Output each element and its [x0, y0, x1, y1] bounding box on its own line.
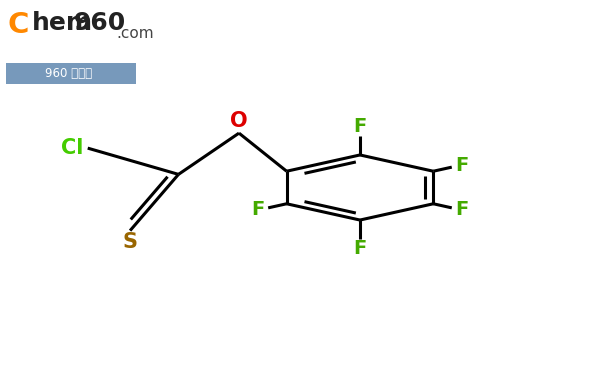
Text: F: F	[353, 117, 367, 136]
Text: F: F	[353, 239, 367, 258]
Text: 960: 960	[74, 11, 126, 35]
Text: Cl: Cl	[60, 138, 83, 158]
Text: F: F	[456, 200, 469, 219]
Text: S: S	[123, 232, 137, 252]
Text: O: O	[230, 111, 248, 131]
Text: F: F	[456, 156, 469, 175]
Text: hem: hem	[31, 11, 93, 35]
Text: .com: .com	[116, 26, 154, 41]
Text: C: C	[8, 11, 29, 39]
FancyBboxPatch shape	[6, 63, 136, 84]
Text: 960 化工网: 960 化工网	[45, 67, 92, 80]
Text: F: F	[251, 200, 264, 219]
